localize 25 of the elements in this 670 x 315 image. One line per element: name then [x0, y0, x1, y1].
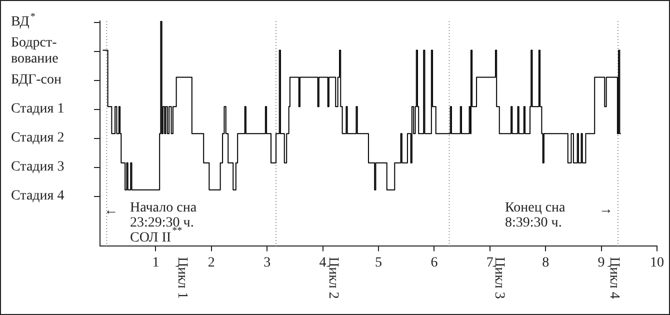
- annotation: ←: [104, 204, 118, 219]
- x-tick-label: 1: [152, 255, 160, 270]
- x-tick-label: 5: [375, 255, 382, 270]
- x-tick-label: 10: [650, 255, 664, 270]
- x-tick-label: 8: [542, 255, 550, 270]
- x-tick-label: 7: [486, 255, 494, 270]
- annotation: Начало сна 23:29:30 ч. СОЛ II**: [130, 200, 198, 246]
- text: Стадия 4: [11, 188, 64, 204]
- annotation: →: [599, 202, 613, 218]
- text: Цикл 4: [606, 257, 622, 299]
- text: Цикл 3: [491, 257, 506, 299]
- x-tick-label: 9: [598, 255, 605, 270]
- x-tick-label: 2: [208, 255, 215, 270]
- x-tick-label: 3: [264, 255, 271, 270]
- text: ВД*: [11, 12, 36, 30]
- text: Цикл 1: [174, 257, 190, 299]
- text: Стадия 2: [11, 130, 64, 146]
- x-tick-label: 4: [319, 255, 326, 270]
- text: Бодрст- вование: [11, 36, 58, 67]
- x-tick-label: 6: [430, 255, 438, 270]
- text: Стадия 1: [11, 102, 64, 117]
- text: БДГ-сон: [11, 72, 62, 88]
- text: Цикл 2: [325, 257, 340, 299]
- annotation: Конец сна 8:39:30 ч.: [505, 200, 566, 231]
- text: Стадия 3: [11, 160, 64, 175]
